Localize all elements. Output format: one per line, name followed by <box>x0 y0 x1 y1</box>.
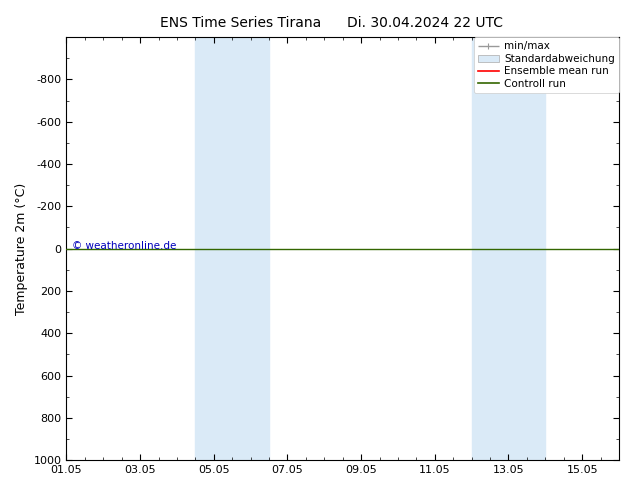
Legend: min/max, Standardabweichung, Ensemble mean run, Controll run: min/max, Standardabweichung, Ensemble me… <box>474 37 619 93</box>
Bar <box>508 37 545 460</box>
Bar <box>195 37 232 460</box>
Text: © weatheronline.de: © weatheronline.de <box>72 242 176 251</box>
Bar <box>472 37 508 460</box>
Y-axis label: Temperature 2m (°C): Temperature 2m (°C) <box>15 182 28 315</box>
Bar <box>232 37 269 460</box>
Text: Di. 30.04.2024 22 UTC: Di. 30.04.2024 22 UTC <box>347 16 503 30</box>
Text: ENS Time Series Tirana: ENS Time Series Tirana <box>160 16 321 30</box>
